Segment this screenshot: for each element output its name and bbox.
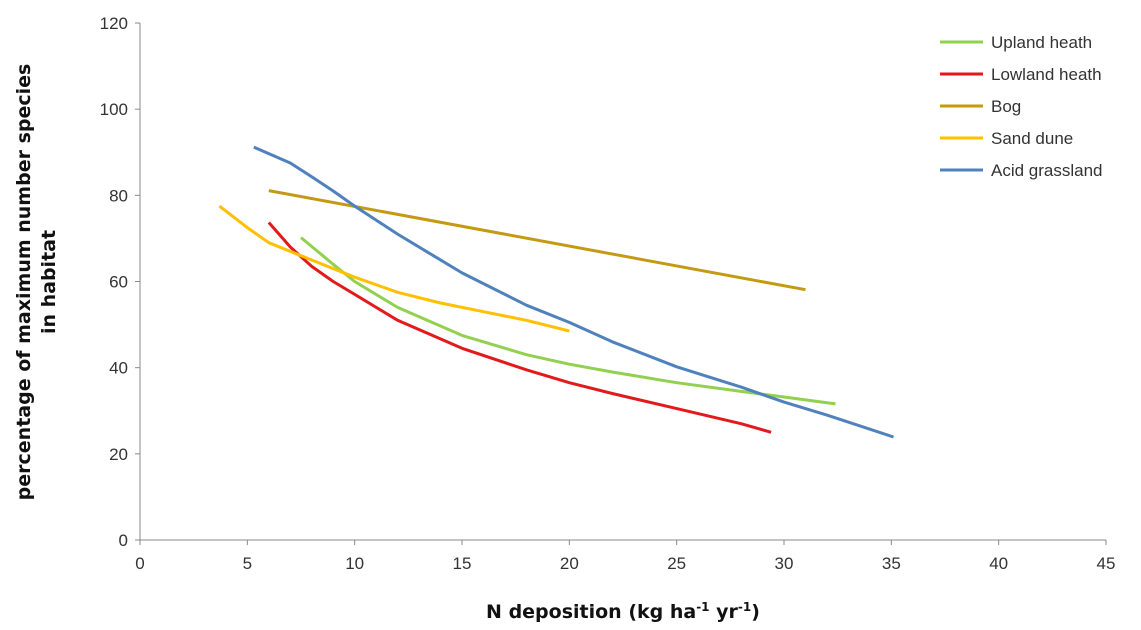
axes (139, 23, 1106, 541)
x-tick-label: 5 (243, 554, 252, 573)
series-line-acid-grassland (253, 145, 894, 439)
legend-label-sand-dune: Sand dune (991, 129, 1073, 148)
y-tick-label: 120 (100, 14, 128, 33)
x-tick-label: 20 (560, 554, 579, 573)
y-tick-label: 0 (119, 531, 128, 550)
x-tick-label: 45 (1097, 554, 1116, 573)
series-line-upland-heath (300, 236, 836, 406)
legend-label-lowland-heath: Lowland heath (991, 65, 1102, 84)
x-tick-label: 15 (453, 554, 472, 573)
x-tick-label: 25 (667, 554, 686, 573)
legend-label-upland-heath: Upland heath (991, 33, 1092, 52)
x-tick-label: 0 (135, 554, 144, 573)
x-tick-label: 10 (345, 554, 364, 573)
x-ticks: 0 5 10 15 20 25 30 35 40 45 (135, 540, 1115, 573)
legend: Upland heath Lowland heath Bog Sand dune Aci… (940, 33, 1103, 180)
y-tick-label: 40 (109, 359, 128, 378)
y-ticks: 0 20 40 60 80 100 120 (100, 14, 140, 550)
x-tick-label: 40 (989, 554, 1008, 573)
series-line-lowland-heath (267, 221, 772, 434)
legend-label-acid-grassland: Acid grassland (991, 161, 1103, 180)
y-axis-title-line-1: percentage of maximum number species (13, 64, 35, 501)
y-tick-label: 60 (109, 273, 128, 292)
y-tick-label: 100 (100, 100, 128, 119)
y-tick-label: 20 (109, 445, 128, 464)
series-line-sand-dune (218, 204, 570, 333)
x-tick-label: 30 (775, 554, 794, 573)
series-lines (218, 145, 894, 439)
y-axis-title-line-2: in habitat (38, 230, 60, 334)
x-axis-title: N deposition (kg ha-1 yr-1) (486, 600, 760, 623)
y-axis-title: percentage of maximum number species in … (13, 64, 60, 501)
x-tick-label: 35 (882, 554, 901, 573)
y-tick-label: 80 (109, 186, 128, 205)
legend-label-bog: Bog (991, 97, 1021, 116)
